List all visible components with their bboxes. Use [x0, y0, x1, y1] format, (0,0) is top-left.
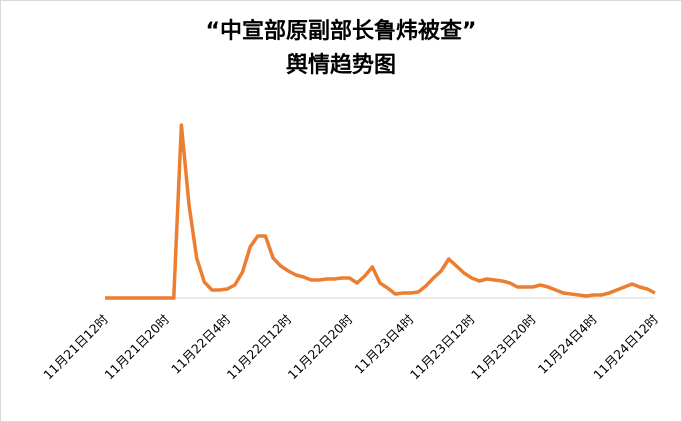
- line: [105, 123, 656, 300]
- chart-title: “中宣部原副部长鲁炜被查”: [206, 18, 477, 44]
- chart-title: 舆情趋势图: [286, 52, 396, 78]
